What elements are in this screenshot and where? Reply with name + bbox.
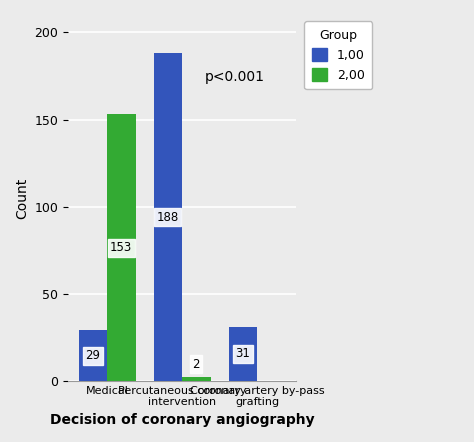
Text: 153: 153 bbox=[110, 241, 132, 254]
Bar bbox=[79, 331, 107, 381]
Bar bbox=[107, 114, 136, 381]
X-axis label: Decision of coronary angiography: Decision of coronary angiography bbox=[50, 413, 314, 427]
Text: 188: 188 bbox=[156, 211, 179, 224]
Bar bbox=[154, 53, 182, 381]
Text: 29: 29 bbox=[85, 349, 100, 362]
Bar bbox=[182, 377, 210, 381]
Legend: 1,00, 2,00: 1,00, 2,00 bbox=[304, 21, 372, 89]
Text: p<0.001: p<0.001 bbox=[205, 70, 265, 84]
Text: 2: 2 bbox=[192, 358, 200, 370]
Text: 31: 31 bbox=[235, 347, 250, 361]
Y-axis label: Count: Count bbox=[15, 177, 29, 219]
Bar bbox=[228, 327, 257, 381]
